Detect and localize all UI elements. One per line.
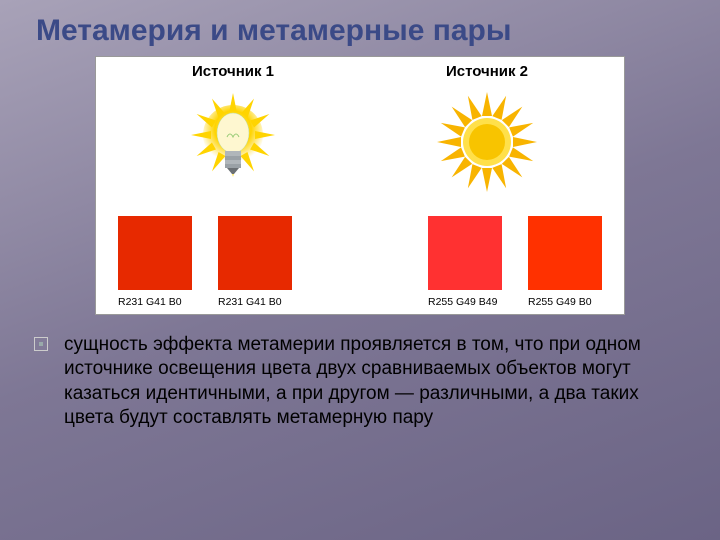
rgb-group-1: R231 G41 B0 R231 G41 B0 [118, 296, 292, 308]
rgb-group-2: R255 G49 B49 R255 G49 B0 [428, 296, 602, 308]
bullet-icon [34, 337, 48, 351]
bulb-icon [173, 87, 293, 197]
sources-row [106, 82, 614, 202]
rgb-1a: R231 G41 B0 [118, 296, 192, 308]
body-text-content: сущность эффекта метамерии проявляется в… [64, 333, 692, 430]
source-labels-row: Источник 1 Источник 2 [106, 63, 614, 80]
rgb-1b: R231 G41 B0 [218, 296, 292, 308]
slide: Метамерия и метамерные пары Источник 1 И… [0, 0, 720, 540]
swatch-2b [528, 216, 602, 290]
rgb-2b: R255 G49 B0 [528, 296, 602, 308]
source-1-label: Источник 1 [192, 63, 274, 80]
rgb-2a: R255 G49 B49 [428, 296, 502, 308]
sun-icon [427, 87, 547, 197]
swatch-group-1 [118, 216, 292, 290]
metamerism-diagram: Источник 1 Источник 2 [95, 56, 625, 315]
swatch-2a [428, 216, 502, 290]
source-2-label: Источник 2 [446, 63, 528, 80]
swatch-1a [118, 216, 192, 290]
slide-title: Метамерия и метамерные пары [36, 14, 692, 48]
body-paragraph: сущность эффекта метамерии проявляется в… [28, 333, 692, 430]
rgb-labels-row: R231 G41 B0 R231 G41 B0 R255 G49 B49 R25… [106, 296, 614, 308]
swatch-1b [218, 216, 292, 290]
swatches-row [106, 216, 614, 290]
swatch-group-2 [428, 216, 602, 290]
